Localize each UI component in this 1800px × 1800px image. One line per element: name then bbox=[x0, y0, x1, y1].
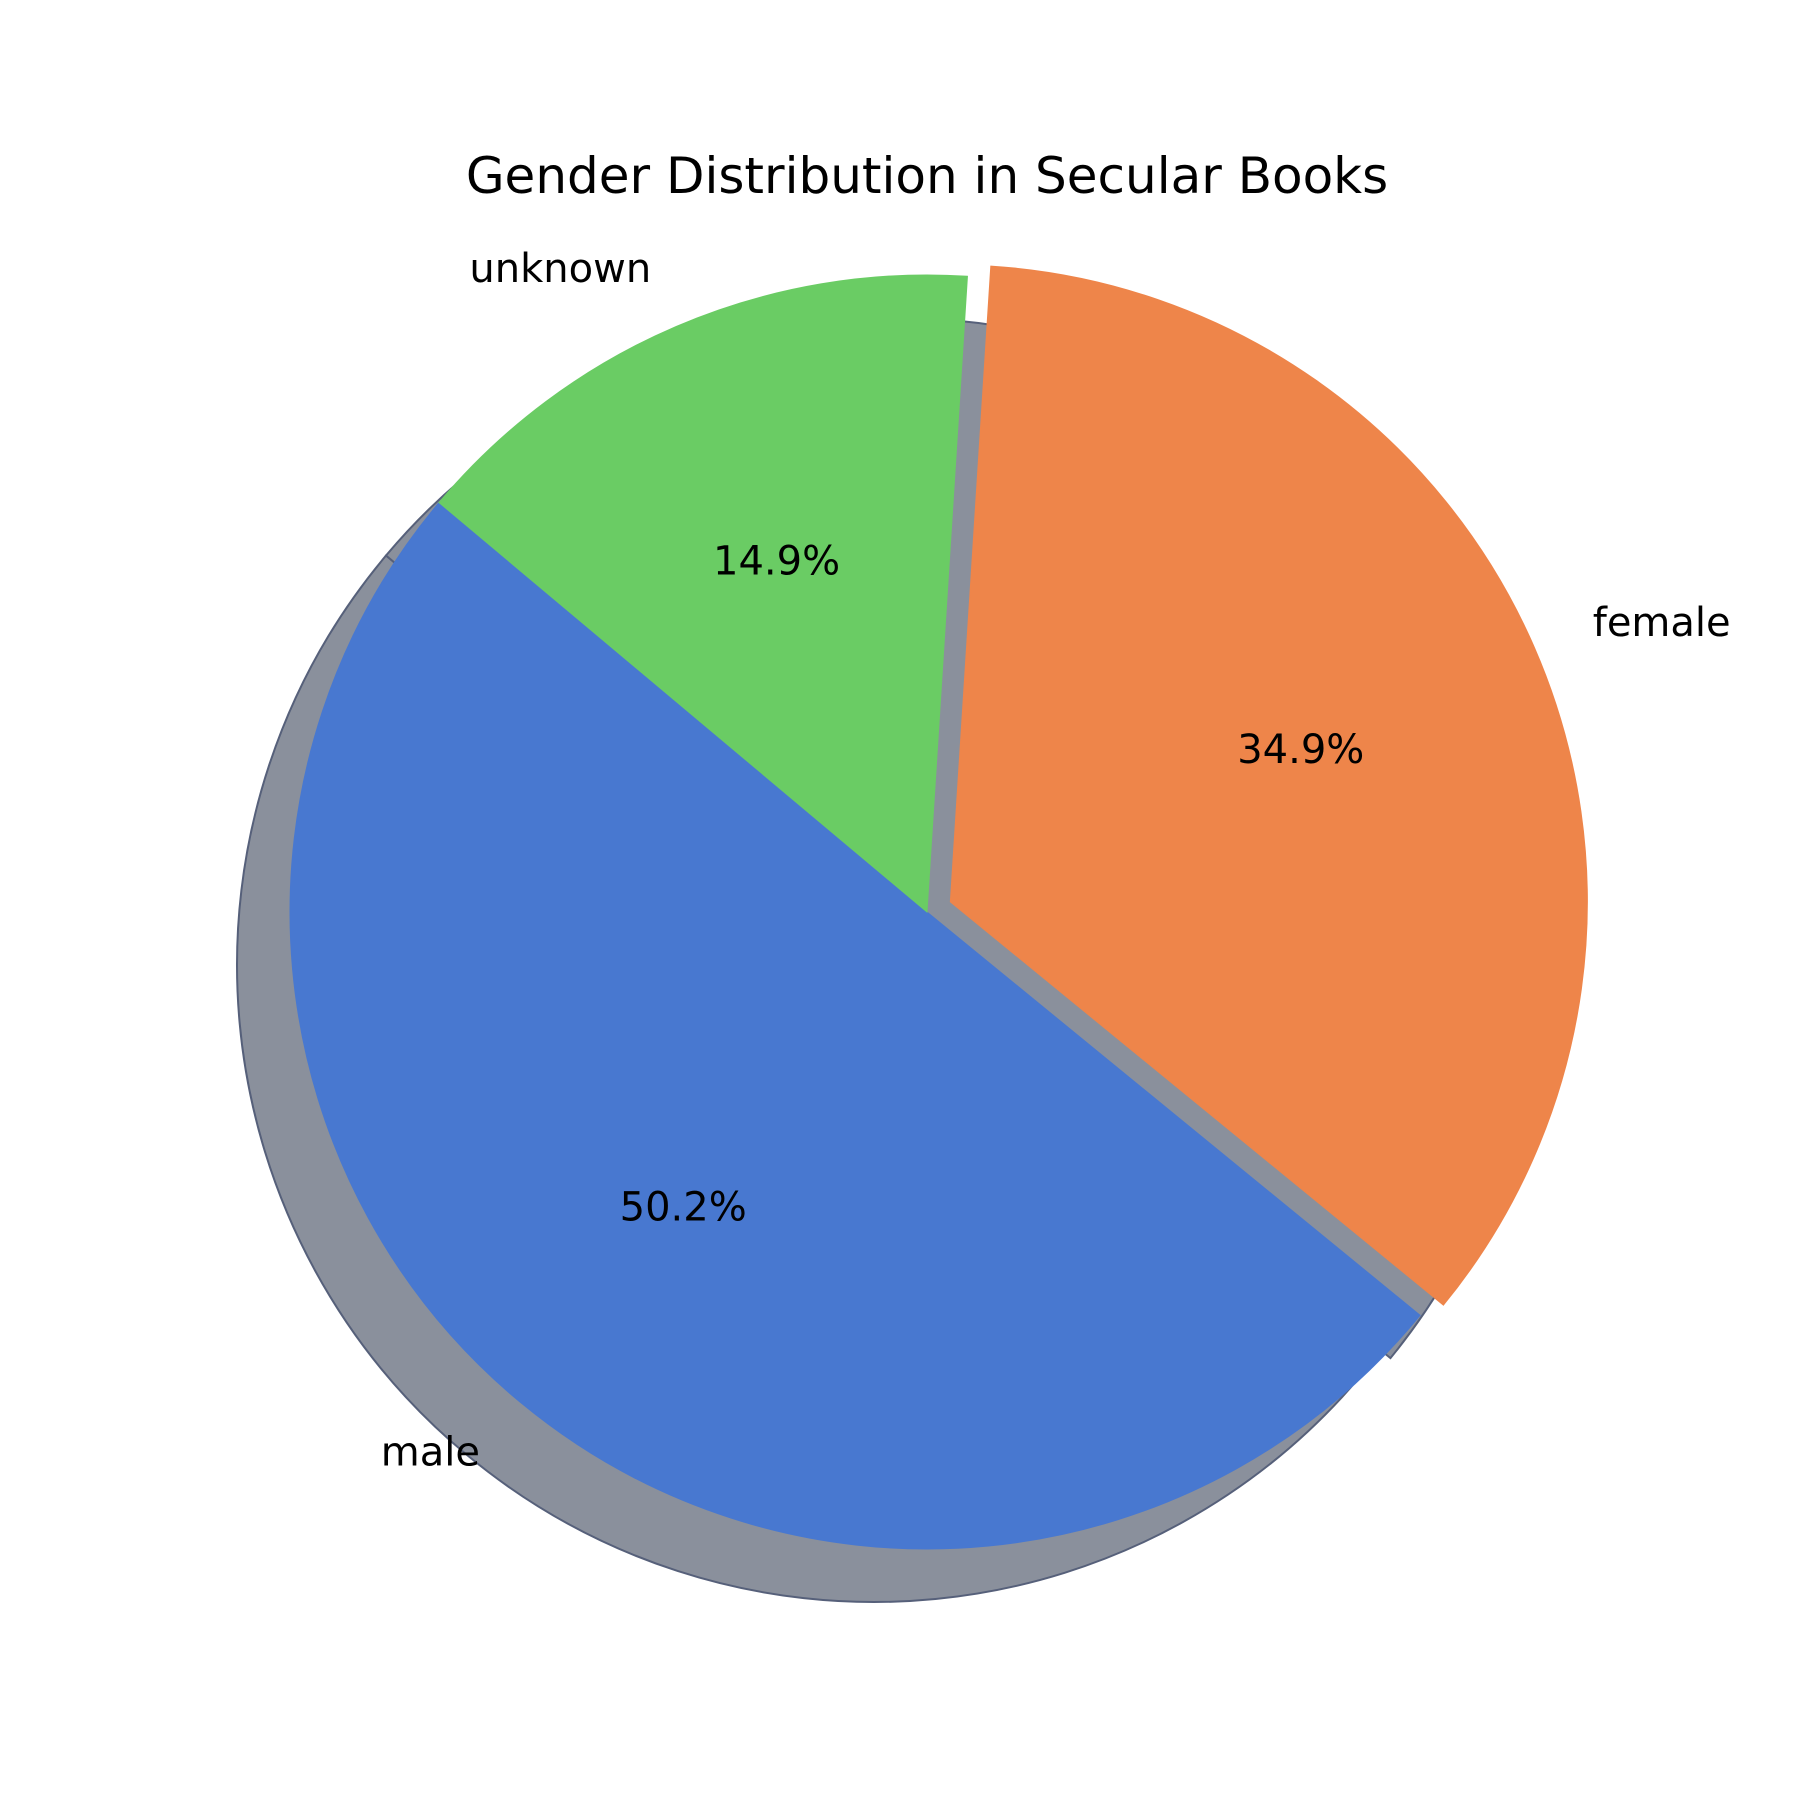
chart-title: Gender Distribution in Secular Books bbox=[466, 147, 1388, 205]
slice-label-female: female bbox=[1593, 600, 1731, 646]
slice-percent-female: 34.9% bbox=[1237, 727, 1364, 773]
label-layer: male 50.2% female 34.9% unknown 14.9% bbox=[381, 246, 1731, 1476]
slice-percent-unknown: 14.9% bbox=[713, 539, 840, 585]
slice-female[interactable] bbox=[949, 265, 1588, 1306]
slice-male[interactable] bbox=[289, 501, 1421, 1550]
slice-percent-male: 50.2% bbox=[620, 1184, 747, 1230]
slice-layer bbox=[289, 265, 1588, 1550]
slice-unknown[interactable] bbox=[438, 274, 968, 914]
slice-label-unknown: unknown bbox=[469, 246, 651, 292]
slice-label-male: male bbox=[381, 1430, 480, 1476]
